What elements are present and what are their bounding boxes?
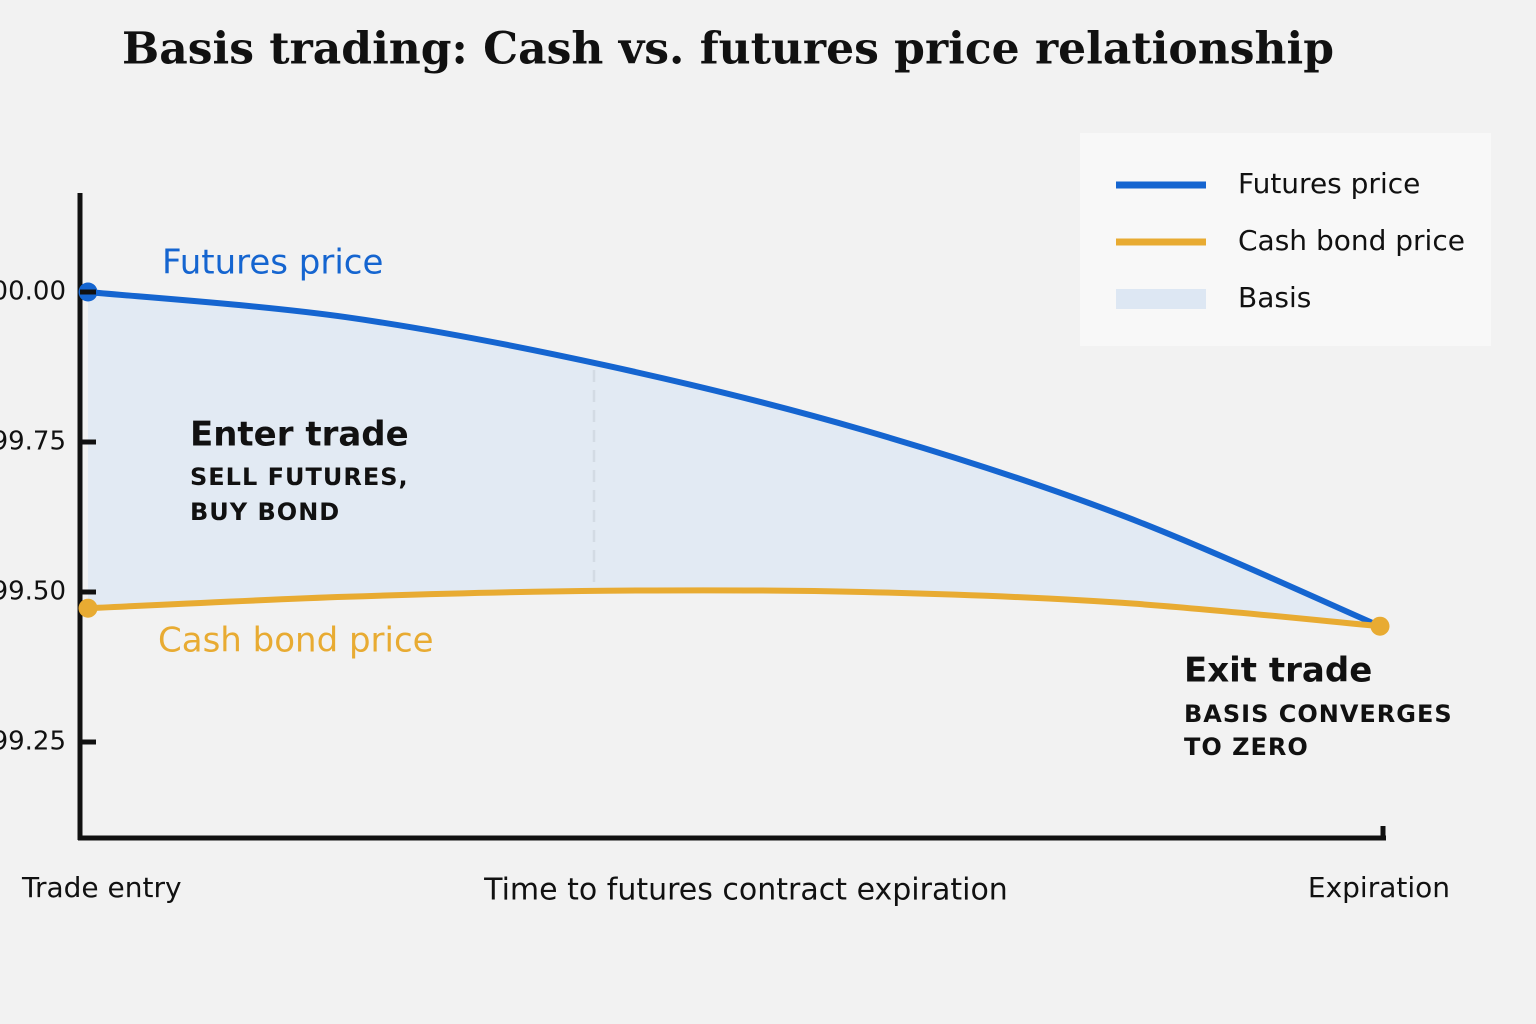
y-tick-label: 99.50 — [0, 577, 66, 607]
annotation-text: TO ZERO — [1184, 733, 1309, 761]
chart-title: Basis trading: Cash vs. futures price re… — [122, 24, 1334, 75]
annotation-text: BUY BOND — [190, 498, 340, 526]
series-line — [85, 289, 1383, 630]
y-tick-label: 100.00 — [0, 277, 66, 307]
plot — [78, 282, 1390, 636]
y-tick-label: 99.25 — [0, 727, 66, 757]
x-tick-label: Expiration — [1308, 871, 1450, 904]
series-label: Cash bond price — [158, 621, 434, 661]
annotation-text: BASIS CONVERGES — [1184, 700, 1453, 728]
legend-swatch — [1116, 289, 1206, 309]
legend-label: Futures price — [1238, 167, 1420, 200]
legend-label: Cash bond price — [1238, 224, 1465, 257]
endpoint — [1370, 616, 1390, 636]
y-tick-label: 99.75 — [0, 427, 66, 457]
annotation-text: SELL FUTURES, — [190, 463, 409, 491]
legend-label: Basis — [1238, 281, 1311, 314]
annotation-title: Enter trade — [190, 415, 409, 455]
endpoint — [78, 598, 98, 618]
x-tick-label: Trade entry — [21, 871, 182, 904]
x-axis-title: Time to futures contract expiration — [483, 873, 1008, 908]
basis-area — [88, 292, 1380, 627]
series-label: Futures price — [162, 243, 383, 283]
series-line — [85, 587, 1383, 630]
annotation-title: Exit trade — [1184, 651, 1372, 691]
